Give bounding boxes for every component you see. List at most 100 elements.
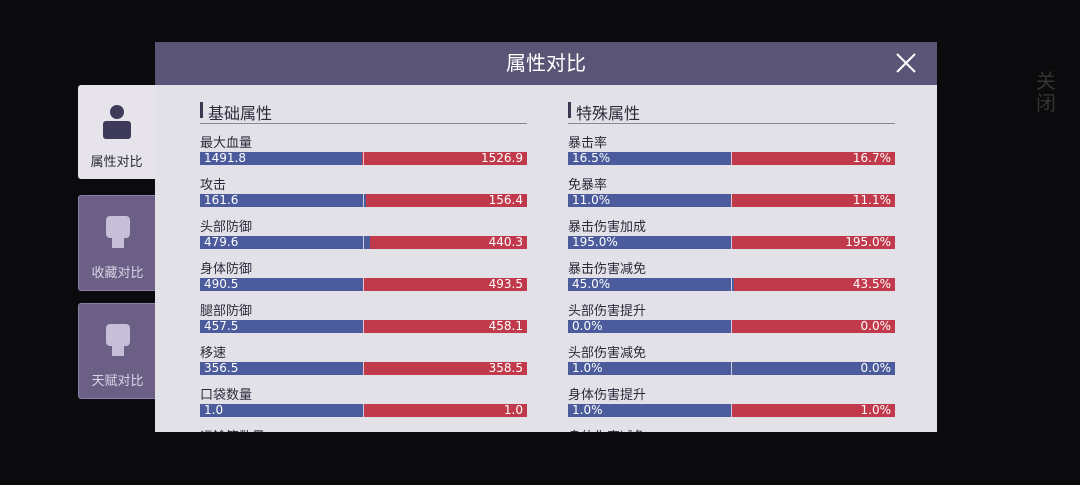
- tab-label: 收藏对比: [91, 266, 144, 281]
- tab-icon: [106, 216, 130, 248]
- tab[interactable]: 属性对比: [78, 85, 155, 179]
- bar-right: [731, 236, 895, 249]
- bar-divider: [362, 236, 364, 249]
- bar-divider: [362, 362, 364, 375]
- value-left: 1.0%: [572, 361, 603, 375]
- stat-label: 暴击伤害加成: [568, 220, 647, 235]
- value-right: 1.0: [503, 403, 523, 417]
- stat-label: 身体伤害提升: [568, 388, 647, 403]
- tab-icon: [106, 324, 130, 356]
- bar-left: [200, 362, 364, 375]
- close-button[interactable]: [895, 52, 917, 74]
- modal: 属性对比 基础属性 最大血量 1491.8 1526.9 攻击 161.6 156.4 头部防…: [155, 42, 937, 432]
- stat-label: 暴击伤害减免: [568, 262, 647, 277]
- tab-icon: [103, 105, 131, 139]
- bar-divider: [730, 320, 732, 333]
- bar-right: [363, 404, 527, 417]
- stat-label: 头部伤害提升: [568, 304, 647, 319]
- bar-right: [361, 152, 527, 165]
- value-right: 0.0%: [860, 319, 892, 333]
- value-left: 479.6: [204, 235, 239, 249]
- bar-left: [200, 320, 364, 333]
- stat-label: 攻击: [200, 178, 227, 193]
- value-right: 16.7%: [852, 151, 891, 165]
- bar-divider: [362, 278, 364, 291]
- bar-right: [363, 278, 527, 291]
- section-divider: [200, 123, 527, 124]
- bar-divider: [730, 152, 732, 165]
- value-right: 156.4: [488, 193, 523, 207]
- bar-right: [731, 320, 895, 333]
- tab[interactable]: 收藏对比: [78, 195, 157, 291]
- section-title: 基础属性: [208, 104, 273, 123]
- bar-right: [366, 194, 527, 207]
- tab-label: 天赋对比: [91, 374, 144, 389]
- tab[interactable]: 天赋对比: [78, 303, 157, 399]
- bar-divider: [730, 404, 732, 417]
- bar-divider: [362, 152, 364, 165]
- stat-label: 口袋数量: [200, 388, 253, 403]
- value-left: 195.0%: [572, 235, 618, 249]
- stat-label: 身体伤害减免: [568, 426, 646, 432]
- side-close[interactable]: 关闭: [1036, 69, 1056, 115]
- bar-left: [568, 194, 731, 207]
- value-right: 195.0%: [845, 235, 891, 249]
- bar-left: [568, 152, 731, 165]
- stat-label: 头部防御: [200, 220, 253, 235]
- bar-divider: [730, 194, 732, 207]
- tab-label: 属性对比: [90, 155, 143, 170]
- bar-right: [734, 278, 895, 291]
- bar-left: [200, 194, 367, 207]
- section-title: 特殊属性: [576, 104, 641, 123]
- bar-left: [568, 320, 732, 333]
- value-left: 457.5: [204, 319, 239, 333]
- bar-left: [568, 404, 732, 417]
- stat-label: 暴击率: [568, 136, 608, 151]
- stat-label: 运输箱数量: [200, 426, 265, 432]
- value-left: 1491.8: [204, 151, 246, 165]
- stat-label: 头部伤害减免: [568, 346, 647, 361]
- stat-label: 移速: [200, 346, 227, 361]
- stat-label: 腿部防御: [200, 304, 253, 319]
- bar-right: [363, 320, 527, 333]
- value-left: 490.5: [204, 277, 239, 291]
- bar-left: [200, 278, 363, 291]
- value-right: 1.0%: [860, 403, 892, 417]
- value-left: 1.0: [204, 403, 224, 417]
- value-right: 440.3: [488, 235, 523, 249]
- value-left: 356.5: [204, 361, 239, 375]
- bar-left: [568, 278, 735, 291]
- stat-label: 身体防御: [200, 262, 253, 277]
- value-right: 11.1%: [852, 193, 891, 207]
- bar-right: [730, 194, 895, 207]
- bar-left: [568, 236, 732, 249]
- bar-left: [200, 404, 364, 417]
- bar-divider: [362, 194, 364, 207]
- bar-right: [730, 152, 895, 165]
- value-left: 11.0%: [572, 193, 611, 207]
- section-marker: [200, 102, 203, 118]
- value-right: 358.5: [488, 361, 523, 375]
- section: 特殊属性 暴击率 16.5% 16.7% 免暴率 11.0% 11.1% 暴击伤害加成 195.…: [568, 42, 895, 432]
- value-left: 0.0%: [572, 319, 603, 333]
- stat-label: 免暴率: [568, 178, 608, 193]
- value-right: 0.0%: [860, 361, 892, 375]
- value-left: 45.0%: [572, 277, 611, 291]
- bar-left: [200, 152, 362, 165]
- bar-right: [363, 362, 527, 375]
- bar-divider: [730, 278, 732, 291]
- section-divider: [568, 123, 895, 124]
- value-left: 16.5%: [572, 151, 611, 165]
- bar-divider: [730, 236, 732, 249]
- stat-label: 最大血量: [200, 136, 253, 151]
- bar-left: [200, 236, 371, 249]
- bar-left: [568, 362, 895, 375]
- value-right: 458.1: [488, 319, 523, 333]
- bar-divider: [730, 362, 732, 375]
- value-right: 1526.9: [481, 151, 523, 165]
- section: 基础属性 最大血量 1491.8 1526.9 攻击 161.6 156.4 头部防御 479.…: [200, 42, 527, 432]
- value-right: 493.5: [488, 277, 523, 291]
- value-right: 43.5%: [852, 277, 891, 291]
- bar-right: [731, 404, 895, 417]
